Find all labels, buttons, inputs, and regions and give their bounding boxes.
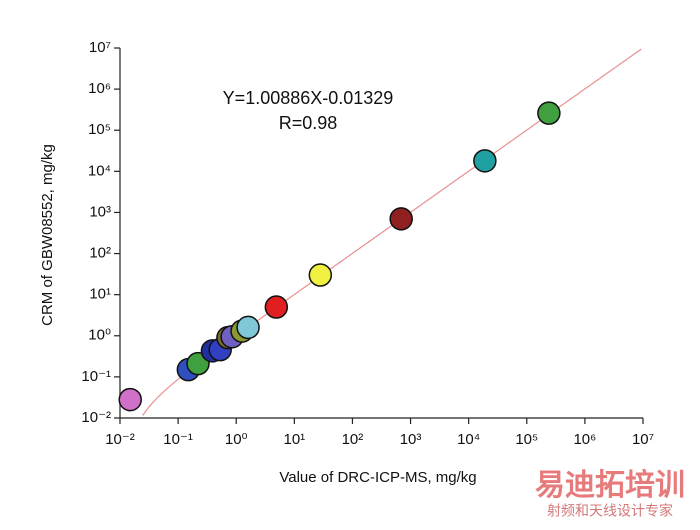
y-tick-label: 10³ — [89, 203, 111, 220]
x-tick-label: 10⁴ — [457, 431, 480, 448]
watermark: 射频和天线设计专家 — [547, 503, 673, 519]
point — [537, 101, 561, 125]
y-tick-label: 10¹ — [89, 286, 111, 303]
y-tick-label: 10⁻¹ — [81, 368, 111, 385]
x-tick-label: 10⁻² — [105, 431, 135, 448]
x-tick-label: 10⁻¹ — [163, 431, 193, 448]
point — [473, 149, 497, 173]
point — [236, 315, 260, 340]
y-tick-label: 10⁵ — [88, 121, 111, 138]
x-axis-label: Value of DRC-ICP-MS, mg/kg — [279, 469, 476, 486]
point — [118, 387, 142, 412]
point — [264, 295, 289, 319]
y-tick-label: 10⁴ — [88, 162, 111, 179]
point — [389, 207, 413, 231]
x-tick-label: 10⁵ — [515, 431, 538, 448]
point — [308, 263, 333, 287]
y-tick-label: 10⁶ — [88, 80, 111, 97]
y-tick-label: 10² — [89, 245, 111, 262]
x-tick-label: 10⁰ — [225, 431, 248, 448]
x-tick-label: 10³ — [400, 431, 422, 448]
y-tick-label: 10⁷ — [89, 39, 111, 56]
x-tick-label: 10⁶ — [573, 431, 596, 448]
y-tick-label: 10⁻² — [81, 409, 111, 426]
x-tick-label: 10² — [342, 431, 364, 448]
watermark: 易迪拓培训 — [535, 468, 685, 502]
x-tick-label: 10⁷ — [632, 431, 654, 448]
y-tick-label: 10⁰ — [88, 327, 111, 344]
x-tick-label: 10¹ — [283, 431, 305, 448]
annotation: Y=1.00886X-0.01329 — [223, 88, 394, 108]
y-axis-label: CRM of GBW08552, mg/kg — [39, 144, 56, 326]
annotation: R=0.98 — [279, 113, 338, 133]
